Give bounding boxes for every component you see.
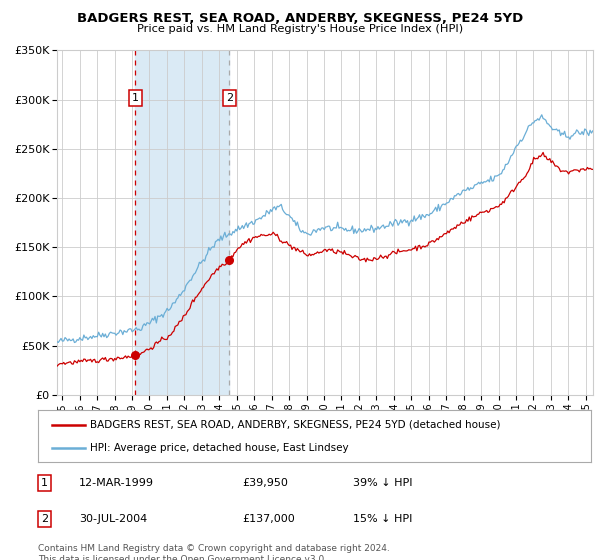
Text: 30-JUL-2004: 30-JUL-2004: [79, 514, 148, 524]
Text: 39% ↓ HPI: 39% ↓ HPI: [353, 478, 413, 488]
Text: 12-MAR-1999: 12-MAR-1999: [79, 478, 154, 488]
Text: 2: 2: [41, 514, 48, 524]
Text: Price paid vs. HM Land Registry's House Price Index (HPI): Price paid vs. HM Land Registry's House …: [137, 24, 463, 34]
Text: Contains HM Land Registry data © Crown copyright and database right 2024.
This d: Contains HM Land Registry data © Crown c…: [38, 544, 389, 560]
Text: 15% ↓ HPI: 15% ↓ HPI: [353, 514, 412, 524]
Text: BADGERS REST, SEA ROAD, ANDERBY, SKEGNESS, PE24 5YD: BADGERS REST, SEA ROAD, ANDERBY, SKEGNES…: [77, 12, 523, 25]
Text: 2: 2: [226, 92, 233, 102]
Text: £137,000: £137,000: [242, 514, 295, 524]
Text: £39,950: £39,950: [242, 478, 289, 488]
Text: BADGERS REST, SEA ROAD, ANDERBY, SKEGNESS, PE24 5YD (detached house): BADGERS REST, SEA ROAD, ANDERBY, SKEGNES…: [91, 420, 501, 430]
Text: 1: 1: [41, 478, 48, 488]
Text: 1: 1: [131, 92, 139, 102]
Bar: [135, 50, 229, 395]
Text: HPI: Average price, detached house, East Lindsey: HPI: Average price, detached house, East…: [91, 442, 349, 452]
